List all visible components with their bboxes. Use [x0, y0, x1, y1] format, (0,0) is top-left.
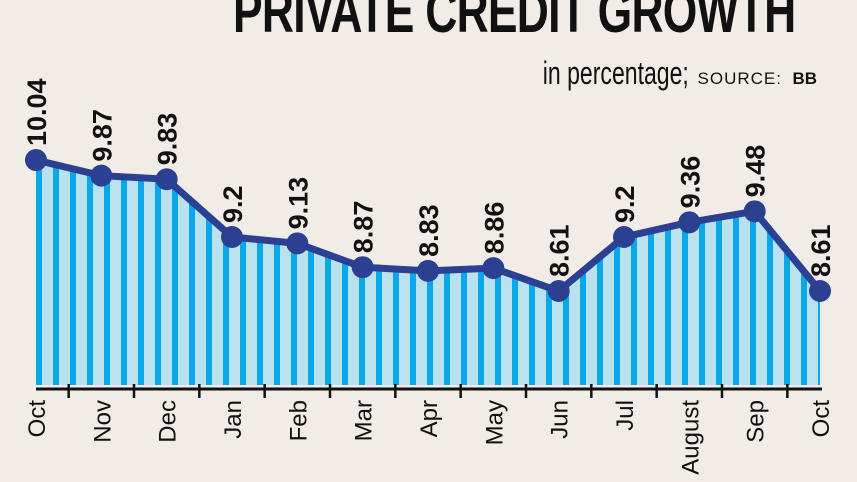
x-tick-label: Jun	[547, 400, 574, 439]
data-label: 8.86	[479, 202, 509, 255]
chart-title: PRIVATE CREDIT GROWTH	[233, 0, 796, 45]
x-tick-label: Mar	[351, 400, 378, 441]
data-point	[351, 256, 374, 279]
x-tick-label: Dec	[155, 400, 182, 443]
source-label: SOURCE:	[697, 69, 782, 88]
data-point	[417, 259, 439, 282]
data-label: 9.2	[218, 185, 248, 223]
x-tick-label: Jan	[220, 400, 247, 439]
x-tick-label: Apr	[416, 400, 443, 437]
data-label: 9.2	[610, 185, 640, 223]
data-label: 9.48	[741, 145, 771, 198]
data-point	[809, 280, 831, 303]
data-point	[155, 168, 178, 191]
data-label: 9.87	[87, 109, 117, 162]
data-point	[90, 164, 113, 187]
data-point	[286, 232, 309, 255]
data-point	[613, 225, 635, 248]
x-tick-label: August	[677, 400, 704, 475]
data-label: 8.87	[349, 201, 379, 254]
data-point	[743, 200, 766, 223]
x-tick-label: Nov	[89, 400, 116, 443]
chart-subtitle: in percentage; SOURCE: BB	[486, 56, 817, 97]
x-tick-label: May	[481, 400, 508, 445]
x-tick-label: Feb	[285, 400, 312, 441]
data-point	[678, 211, 701, 234]
data-label: 8.61	[806, 224, 836, 277]
source-value: BB	[792, 69, 817, 88]
x-tick-label: Oct	[24, 400, 51, 438]
data-point	[221, 225, 243, 248]
data-point	[482, 257, 505, 280]
data-label: 9.83	[153, 113, 183, 166]
x-tick-label: Jul	[612, 400, 639, 431]
data-label: 10.04	[22, 78, 52, 146]
data-label: 8.61	[545, 224, 575, 277]
x-tick-label: Oct	[808, 400, 835, 438]
data-label: 8.83	[414, 204, 444, 257]
data-label: 9.36	[675, 156, 705, 209]
data-point	[25, 149, 47, 172]
data-label: 9.13	[283, 177, 313, 230]
data-point	[547, 280, 570, 303]
x-tick-label: Sep	[743, 400, 770, 443]
unit-label: in percentage;	[543, 55, 690, 91]
